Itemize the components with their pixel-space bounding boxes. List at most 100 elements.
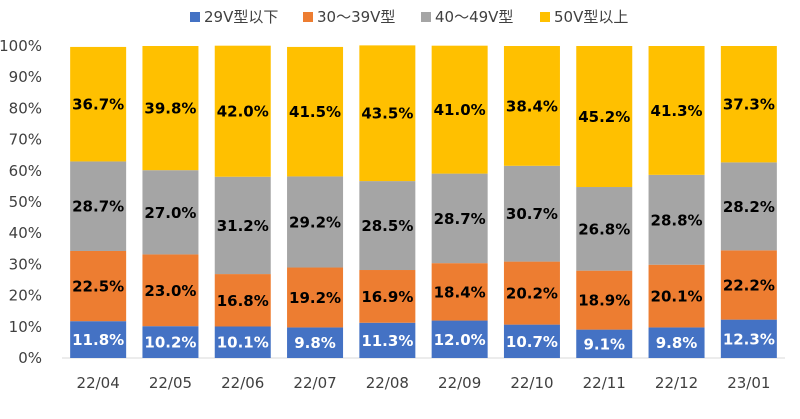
x-tick-label: 22/08 [366,374,409,392]
y-tick-label: 10% [9,318,42,336]
data-label: 11.8% [72,331,124,349]
bar-segment [70,46,127,162]
x-tick-label: 22/05 [149,374,192,392]
legend-swatch [303,12,313,22]
bar-segment [431,320,488,358]
data-label: 45.2% [578,108,630,126]
data-label: 26.8% [578,220,630,238]
data-label: 12.0% [434,331,486,349]
data-label: 11.3% [361,332,413,350]
data-label: 41.5% [289,103,341,121]
bar-segment [503,324,560,358]
bar-segment [359,270,416,323]
bar-segment [576,270,633,330]
data-label: 19.2% [289,289,341,307]
x-tick-label: 22/07 [293,374,336,392]
x-tick-label: 23/01 [727,374,770,392]
y-tick-label: 0% [18,349,42,367]
bar-segment [142,170,199,255]
data-label: 10.2% [144,334,196,352]
bar-segment [214,176,271,275]
x-tick-label: 22/11 [583,374,626,392]
data-label: 38.4% [506,97,558,115]
y-tick-label: 20% [9,287,42,305]
x-tick-label: 22/04 [77,374,120,392]
data-label: 16.9% [361,288,413,306]
bar-segment [576,46,633,188]
data-label: 28.2% [723,198,775,216]
bar-segment [214,274,271,327]
data-label: 37.3% [723,96,775,114]
legend: 29V型以下 30～39V型 40～49V型 50V型以上 [190,8,628,26]
bar-segment [287,176,344,268]
y-tick-label: 30% [9,255,42,273]
bar-segment [720,250,777,320]
bar-segment [359,181,416,271]
data-label: 20.1% [651,288,703,306]
data-label: 18.9% [578,292,630,310]
y-tick-label: 50% [9,193,42,211]
bar-segment [720,319,777,358]
data-label: 28.8% [651,211,703,229]
data-label: 23.0% [144,282,196,300]
data-label: 20.2% [506,285,558,303]
bar-segment [142,46,199,171]
data-label: 9.1% [583,335,625,353]
legend-label: 40～49V型 [435,8,513,26]
data-label: 39.8% [144,100,196,118]
bar-segment [214,326,271,358]
y-tick-label: 100% [0,37,42,55]
data-label: 28.7% [72,198,124,216]
bar-segment [287,46,344,177]
data-label: 42.0% [217,103,269,121]
bar-segment [142,326,199,358]
data-label: 9.8% [656,334,698,352]
bar-segment [720,162,777,251]
bar-segment [503,46,560,166]
bar-segment [576,329,633,358]
data-label: 28.7% [434,210,486,228]
data-label: 36.7% [72,96,124,114]
bar-segment [503,261,560,325]
bar-segment [214,45,271,177]
data-label: 41.3% [651,102,703,120]
y-axis: 0% 10% 20% 30% 40% 50% 60% 70% 80% 90% 100% [0,37,42,367]
legend-label: 29V型以下 [204,8,278,26]
data-label: 41.0% [434,101,486,119]
bar-segment [431,173,488,264]
data-label: 22.2% [723,276,775,294]
data-label: 22.5% [72,278,124,296]
data-label: 9.8% [294,334,336,352]
legend-label: 30～39V型 [317,8,395,26]
legend-swatch [190,12,200,22]
x-tick-label: 22/10 [510,374,553,392]
data-label: 27.0% [144,204,196,222]
bar-segment [287,267,344,328]
bar-segment [648,264,705,328]
bar-segment [359,45,416,182]
bar-segment [648,46,705,175]
data-label: 12.3% [723,330,775,348]
bar-segment [648,174,705,265]
data-label: 10.1% [217,334,269,352]
data-label: 30.7% [506,205,558,223]
data-label: 28.5% [361,217,413,235]
bars: 11.8% 22.5% 28.7% 36.7% 10.2% 23.0% 27.0% 39.8%… [70,45,777,358]
legend-label: 50V型以上 [554,8,628,26]
data-label: 18.4% [434,283,486,301]
bar-segment [576,187,633,271]
data-label: 31.2% [217,217,269,235]
data-label: 43.5% [361,105,413,123]
bar-segment [359,322,416,358]
legend-swatch [540,12,550,22]
legend-swatch [421,12,431,22]
y-tick-label: 90% [9,68,42,86]
bar-segment [70,161,127,251]
y-tick-label: 40% [9,224,42,242]
bar-segment [70,321,127,358]
bar-segment [720,46,777,163]
bar-segment [431,45,488,174]
y-tick-label: 60% [9,162,42,180]
bar-segment [431,263,488,321]
bar-segment [648,327,705,358]
